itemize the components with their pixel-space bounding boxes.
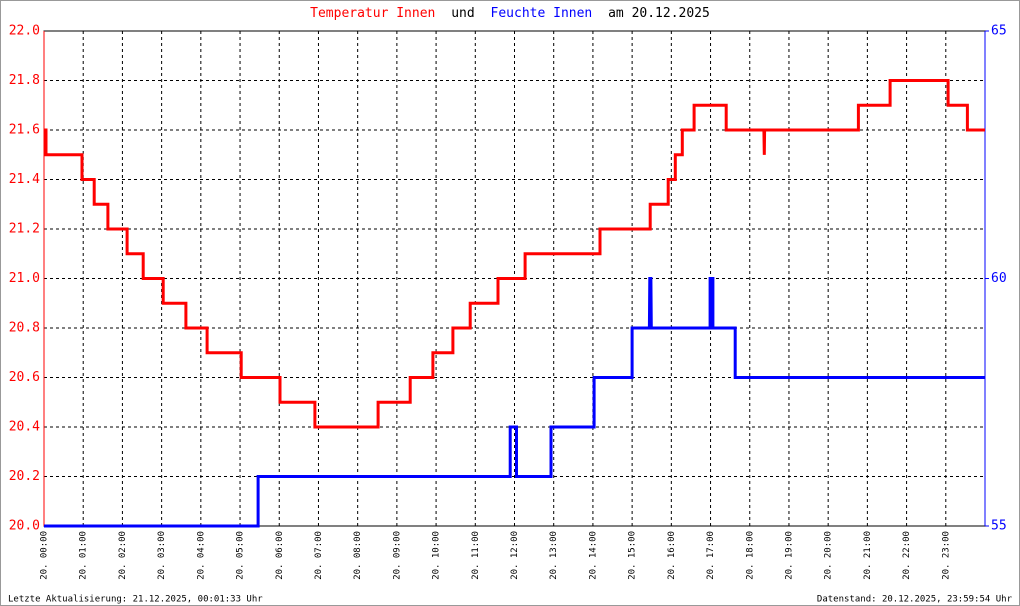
x-tick-label: 20. 17:00: [706, 531, 716, 580]
x-tick-label: 20. 09:00: [392, 531, 402, 580]
y-tick-label: 20.4: [9, 420, 40, 435]
y-tick-label: 21.6: [9, 123, 40, 138]
title-part: am 20.12.2025: [608, 6, 710, 21]
x-tick-label: 20. 23:00: [941, 531, 951, 580]
chart-title: Temperatur Innen und Feuchte Innen am 20…: [310, 6, 710, 21]
y-tick-label: 21.0: [9, 271, 40, 286]
x-tick-label: 20. 14:00: [588, 531, 598, 580]
y2-tick-label: 65: [991, 24, 1007, 39]
y-tick-label: 21.2: [9, 222, 40, 237]
x-tick-label: 20. 15:00: [628, 531, 638, 580]
title-part: Feuchte Innen: [491, 6, 593, 21]
x-tick-label: 20. 01:00: [79, 531, 89, 580]
y-tick-label: 22.0: [9, 24, 40, 39]
x-tick-label: 20. 12:00: [510, 531, 520, 580]
y-tick-label: 21.8: [9, 73, 40, 88]
x-tick-label: 20. 11:00: [471, 531, 481, 580]
x-tick-label: 20. 21:00: [863, 531, 873, 580]
y-tick-label: 20.0: [9, 519, 40, 534]
x-tick-label: 20. 05:00: [236, 531, 246, 580]
y-tick-label: 20.6: [9, 370, 40, 385]
y-tick-label: 21.4: [9, 172, 40, 187]
x-tick-label: 20. 06:00: [275, 531, 285, 580]
x-tick-label: 20. 19:00: [784, 531, 794, 580]
x-tick-label: 20. 16:00: [667, 531, 677, 580]
x-tick-label: 20. 18:00: [745, 531, 755, 580]
x-tick-label: 20. 13:00: [549, 531, 559, 580]
x-tick-label: 20. 20:00: [824, 531, 834, 580]
y-tick-label: 20.2: [9, 469, 40, 484]
y-tick-label: 20.8: [9, 321, 40, 336]
x-tick-label: 20. 10:00: [432, 531, 442, 580]
x-tick-label: 20. 00:00: [40, 531, 50, 580]
data-line: [44, 79, 985, 429]
y2-tick-label: 55: [991, 519, 1007, 534]
x-tick-label: 20. 04:00: [196, 531, 206, 580]
data-line: [44, 277, 985, 528]
title-part: Temperatur Innen: [310, 6, 435, 21]
x-tick-label: 20. 02:00: [118, 531, 128, 580]
y2-tick-label: 60: [991, 271, 1007, 286]
x-tick-label: 20. 03:00: [157, 531, 167, 580]
x-tick-label: 20. 07:00: [314, 531, 324, 580]
x-tick-label: 20. 08:00: [353, 531, 363, 580]
footer-left: Letzte Aktualisierung: 21.12.2025, 00:01…: [8, 595, 263, 605]
title-part: und: [451, 6, 474, 21]
footer-right: Datenstand: 20.12.2025, 23:59:54 Uhr: [817, 595, 1013, 605]
x-tick-label: 20. 22:00: [902, 531, 912, 580]
